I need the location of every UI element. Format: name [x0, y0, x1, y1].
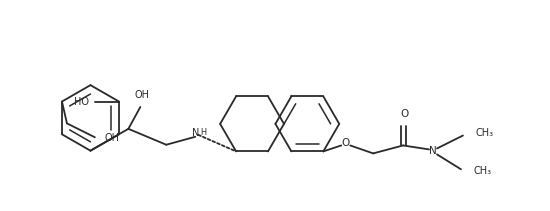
Text: O: O — [400, 109, 408, 119]
Text: OH: OH — [135, 90, 150, 100]
Text: OH: OH — [105, 133, 120, 143]
Text: CH₃: CH₃ — [476, 127, 494, 138]
Text: HO: HO — [74, 96, 89, 107]
Text: N: N — [191, 128, 199, 138]
Text: CH₃: CH₃ — [474, 166, 492, 176]
Text: H: H — [200, 128, 206, 137]
Text: O: O — [341, 138, 349, 149]
Text: N: N — [429, 146, 437, 156]
